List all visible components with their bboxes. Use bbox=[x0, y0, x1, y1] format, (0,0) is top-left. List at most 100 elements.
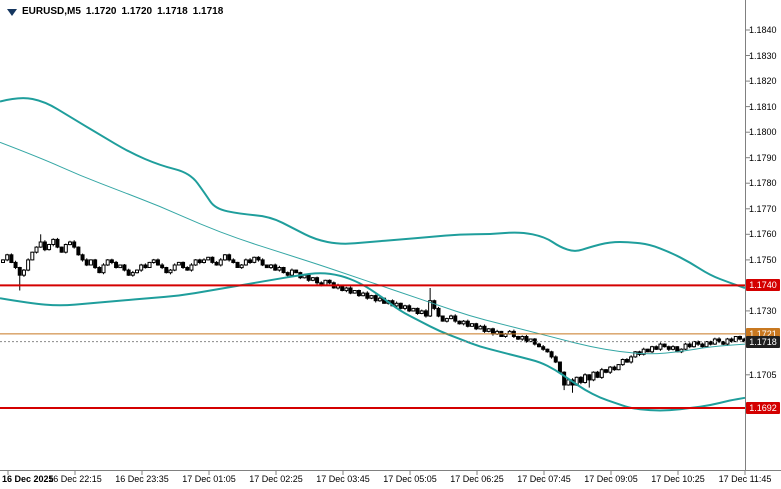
candle-body bbox=[583, 374, 588, 383]
candle-body bbox=[675, 346, 680, 353]
candle-body bbox=[407, 305, 412, 312]
candle-body bbox=[595, 371, 600, 378]
price-axis-label: 1.1830 bbox=[749, 51, 777, 61]
candle-body bbox=[365, 292, 370, 299]
candle-body bbox=[155, 259, 160, 266]
candle-body bbox=[373, 295, 378, 302]
candle-body bbox=[721, 341, 726, 345]
candle-body bbox=[306, 274, 311, 281]
candle-body bbox=[578, 376, 583, 383]
candle-body bbox=[398, 302, 403, 309]
candle-body bbox=[474, 323, 479, 330]
candle-body bbox=[411, 307, 416, 312]
candle-body bbox=[403, 305, 407, 309]
candle-body bbox=[68, 241, 72, 246]
candle-body bbox=[26, 259, 31, 271]
candle-body bbox=[562, 371, 567, 386]
candle-body bbox=[616, 364, 621, 371]
candle-body bbox=[55, 238, 60, 248]
candle-body bbox=[97, 267, 102, 274]
candle-body bbox=[235, 261, 240, 268]
candle-body bbox=[126, 269, 131, 276]
price-axis-label: 1.1780 bbox=[749, 178, 777, 188]
candle-body bbox=[478, 325, 483, 330]
candle-body bbox=[277, 267, 282, 271]
candle-body bbox=[729, 338, 734, 343]
candle-body bbox=[482, 325, 487, 332]
bollinger-middle-line bbox=[0, 141, 746, 355]
candle-body bbox=[189, 264, 194, 271]
candle-body bbox=[17, 267, 22, 276]
candle-body bbox=[704, 341, 709, 348]
candle-body bbox=[181, 261, 186, 268]
candle-body bbox=[47, 244, 52, 251]
time-axis-label: 17 Dec 10:25 bbox=[651, 474, 705, 484]
candle-body bbox=[541, 346, 546, 350]
price-axis-label: 1.1750 bbox=[749, 255, 777, 265]
candle-body bbox=[310, 277, 315, 281]
candle-body bbox=[624, 359, 629, 363]
candle-body bbox=[30, 251, 35, 261]
chart-header: EURUSD,M5 1.1720 1.1720 1.1718 1.1718 bbox=[7, 6, 223, 17]
candle-body bbox=[185, 267, 190, 271]
candle-body bbox=[537, 343, 541, 348]
candle-body bbox=[717, 338, 722, 343]
candle-body bbox=[327, 279, 332, 284]
candle-body bbox=[42, 241, 47, 251]
candle-body bbox=[122, 264, 127, 271]
symbol-period-label: EURUSD,M5 bbox=[22, 6, 81, 17]
candle-body bbox=[227, 254, 232, 261]
candle-body bbox=[248, 259, 253, 263]
candle-body bbox=[369, 295, 374, 299]
candle-body bbox=[629, 356, 634, 363]
price-axis-label: 1.1840 bbox=[749, 25, 777, 35]
price-axis-label: 1.1800 bbox=[749, 127, 777, 137]
candle-body bbox=[168, 269, 173, 274]
ohlc-high-value: 1.1720 bbox=[121, 6, 153, 17]
candle-body bbox=[516, 336, 521, 340]
candle-body bbox=[93, 259, 98, 269]
ohlc-low-value: 1.1718 bbox=[157, 6, 188, 17]
candle-body bbox=[658, 343, 663, 350]
price-axis-label: 1.1730 bbox=[749, 306, 777, 316]
candle-body bbox=[118, 264, 123, 269]
candle-body bbox=[59, 246, 64, 253]
candle-body bbox=[449, 315, 454, 320]
time-axis-label: 16 Dec 2025 bbox=[2, 474, 54, 484]
candle-body bbox=[641, 348, 646, 355]
candle-body bbox=[428, 300, 433, 317]
candle-body bbox=[139, 264, 144, 271]
candle-body bbox=[164, 267, 169, 274]
candle-body bbox=[281, 267, 286, 274]
candle-body bbox=[708, 341, 713, 345]
candle-body bbox=[21, 269, 26, 276]
candle-body bbox=[457, 320, 462, 325]
candle-body bbox=[294, 269, 299, 274]
candle-body bbox=[419, 310, 424, 314]
candle-body bbox=[273, 264, 278, 271]
candle-body bbox=[696, 341, 701, 345]
candle-body bbox=[76, 246, 81, 256]
candle-body bbox=[84, 259, 89, 266]
time-axis[interactable]: 16 Dec 2025 16 Dec 22:15 16 Dec 23:35 17 De… bbox=[0, 470, 781, 489]
candle-body bbox=[620, 359, 625, 366]
candle-body bbox=[256, 256, 261, 261]
price-axis[interactable]: 1.1840 1.1830 1.1820 1.1810 1.1800 1.1790 1.17… bbox=[745, 0, 781, 470]
candle-body bbox=[587, 374, 592, 381]
price-axis-label: 1.1770 bbox=[749, 204, 777, 214]
candle-body bbox=[63, 244, 68, 253]
candle-body bbox=[193, 259, 198, 266]
candle-body bbox=[486, 328, 491, 332]
candle-body bbox=[147, 261, 152, 268]
candle-body bbox=[377, 297, 382, 302]
candle-body bbox=[80, 254, 85, 261]
candle-body bbox=[218, 259, 223, 266]
candle-body bbox=[109, 259, 114, 263]
candle-body bbox=[151, 259, 156, 263]
candle-body bbox=[13, 261, 18, 268]
candle-body bbox=[654, 346, 659, 350]
time-axis-label: 17 Dec 06:25 bbox=[450, 474, 504, 484]
candle-body bbox=[143, 264, 148, 269]
candle-body bbox=[352, 290, 357, 294]
